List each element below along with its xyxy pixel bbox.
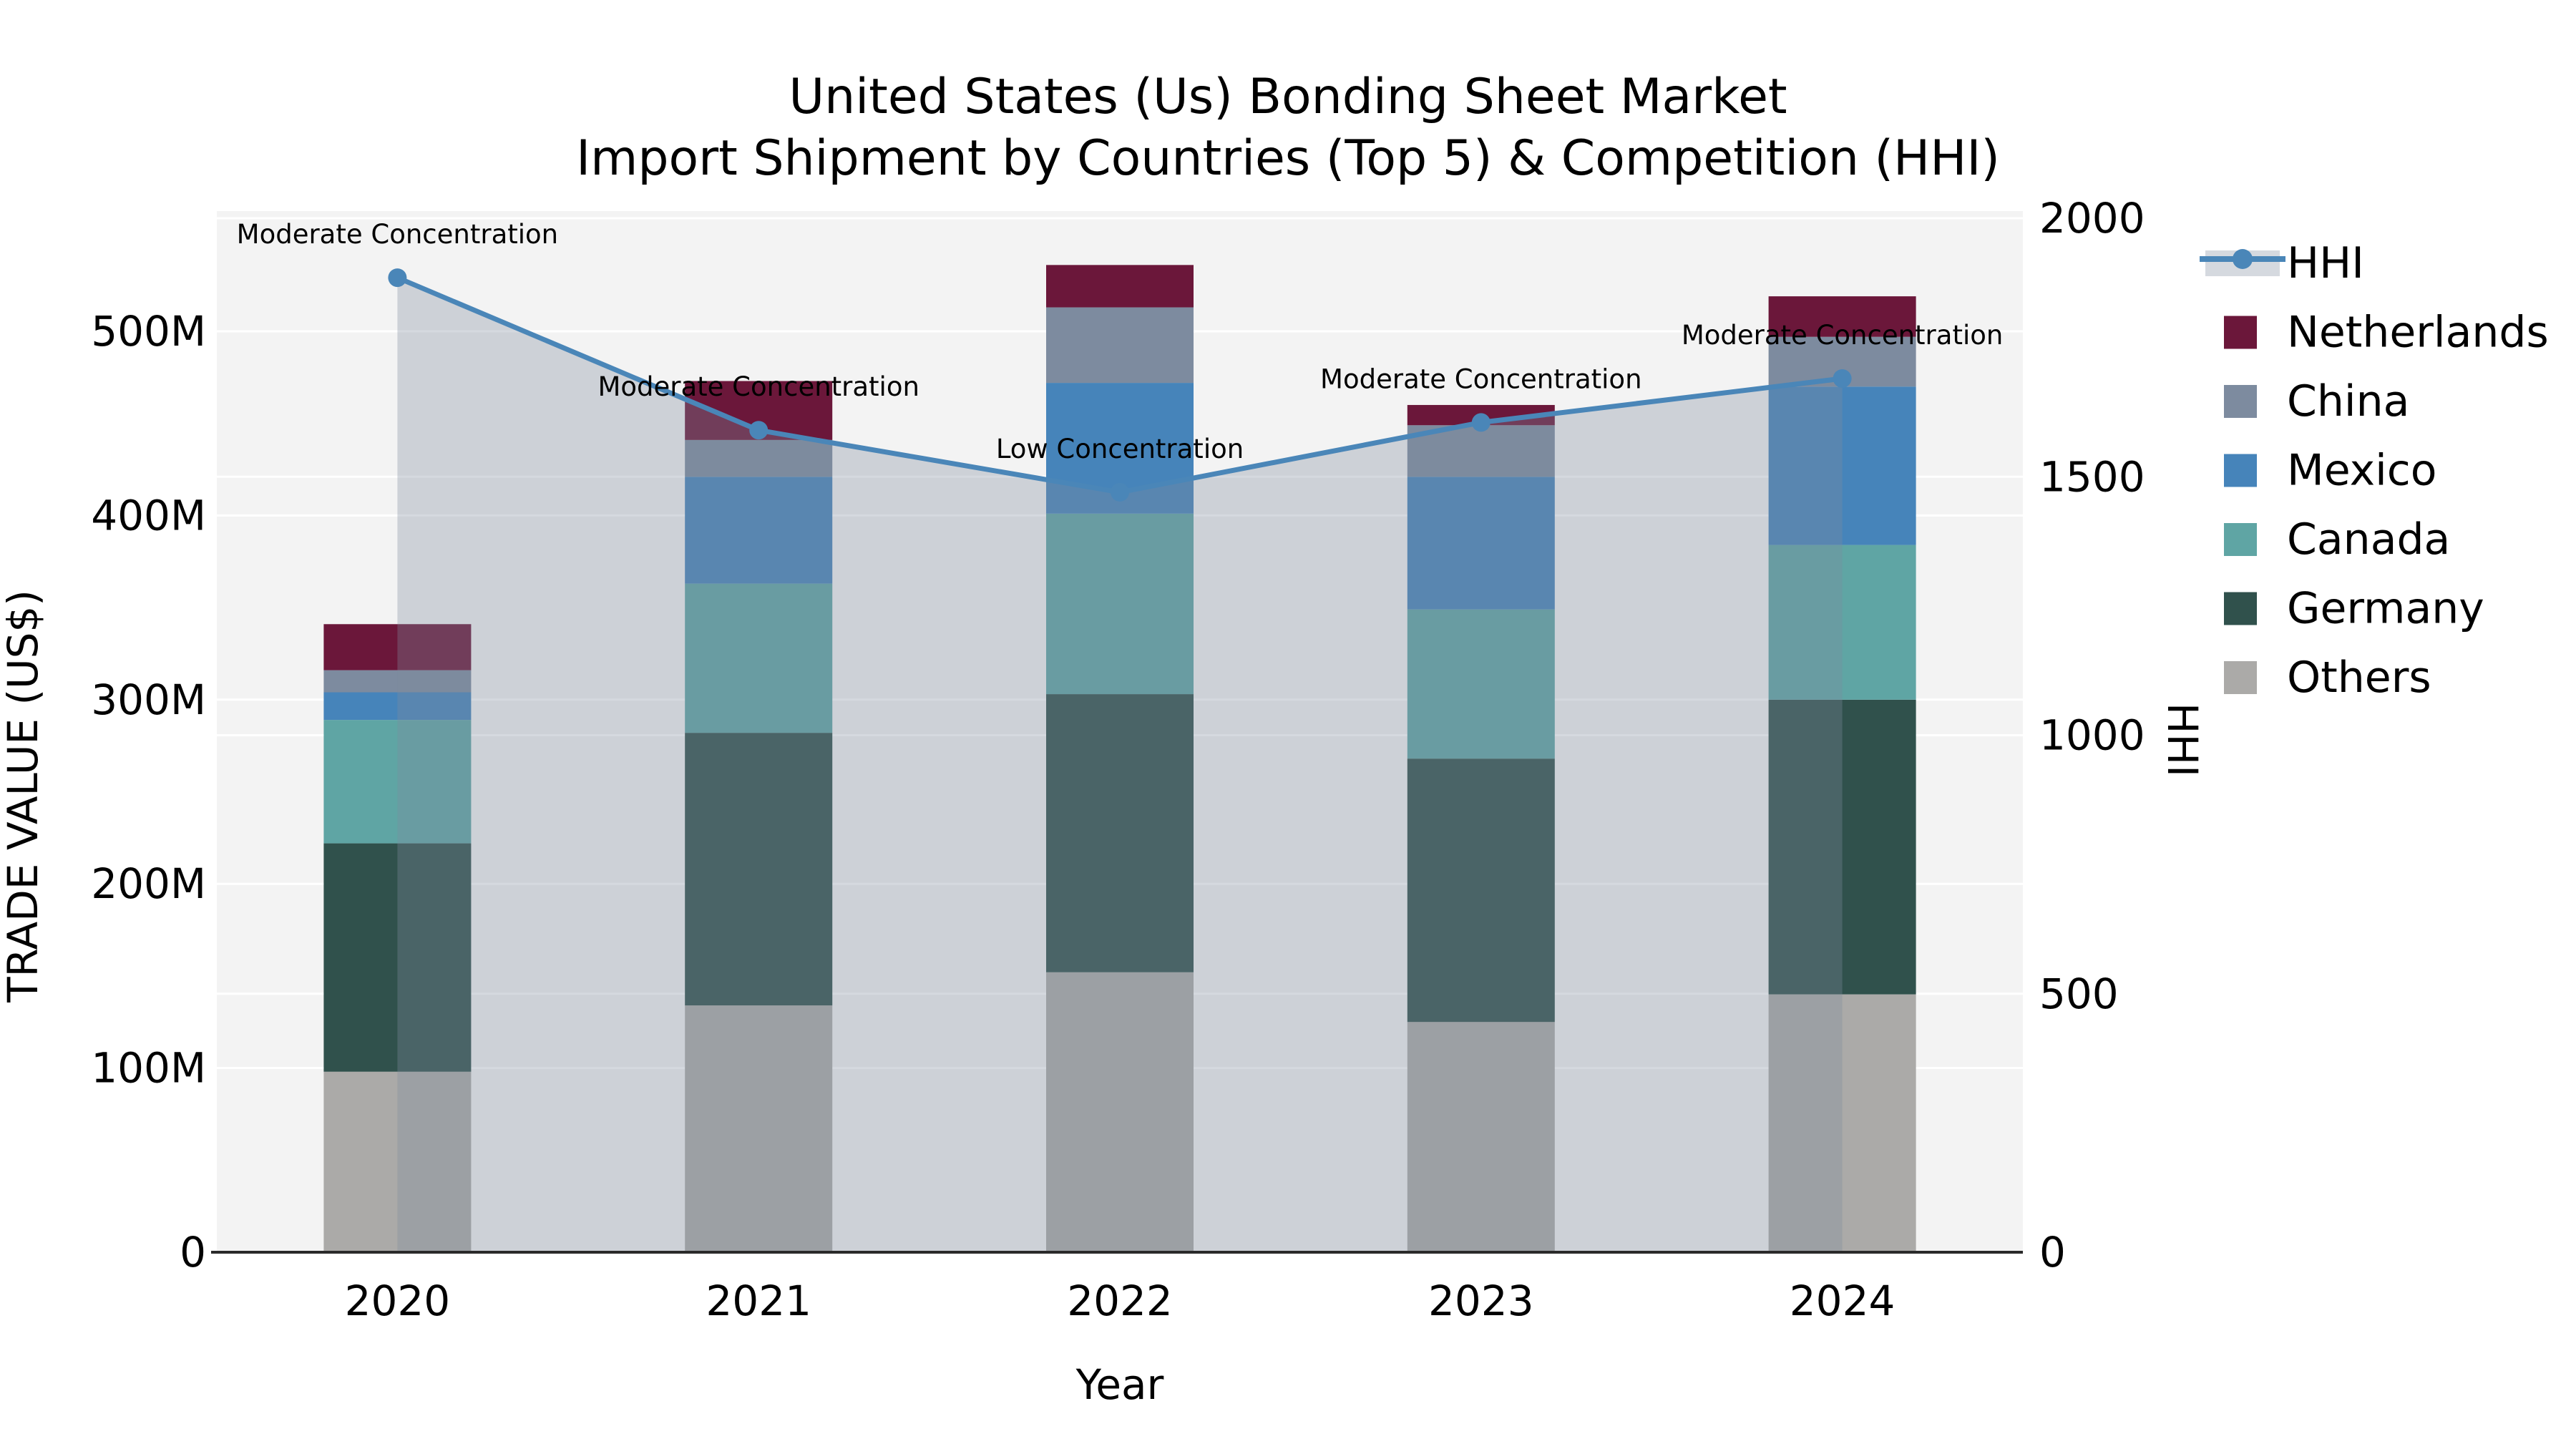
x-tick-2020: 2020 (345, 1277, 451, 1325)
hhi-marker-2020 (388, 268, 407, 288)
y-left-tick-200M: 200M (91, 859, 206, 908)
bar-segment-netherlands-2020 (323, 624, 472, 670)
bar-segment-mexico-2020 (323, 692, 472, 721)
legend-item-mexico: Mexico (2224, 446, 2437, 496)
legend-label-netherlands: Netherlands (2287, 308, 2549, 358)
y-right-tick-1000: 1000 (2039, 711, 2145, 760)
bar-segment-china-2021 (685, 439, 833, 477)
legend-swatch-netherlands (2224, 316, 2257, 349)
bar-segment-china-2020 (323, 670, 472, 693)
bar-segment-netherlands-2024 (1768, 296, 1916, 337)
legend-label-hhi: HHI (2287, 238, 2364, 288)
bar-segment-china-2022 (1046, 307, 1194, 384)
legend-item-hhi: HHI (2200, 238, 2364, 288)
y-right-axis-title: HHI (2158, 703, 2207, 777)
bar-segment-others-2020 (323, 1071, 472, 1252)
legend-swatch-canada (2224, 523, 2257, 556)
bar-segment-canada-2023 (1407, 609, 1555, 759)
y-left-tick-500M: 500M (91, 307, 206, 356)
legend: HHI Netherlands China Mexico Canada Germany Ot… (2200, 238, 2549, 703)
legend-label-germany: Germany (2287, 584, 2484, 634)
legend-label-china: China (2287, 376, 2409, 426)
legend-swatch-mexico (2224, 454, 2257, 487)
y-left-tick-100M: 100M (91, 1044, 206, 1093)
bar-segment-canada-2022 (1046, 513, 1194, 695)
legend-hhi-marker-icon (2233, 249, 2253, 269)
bar-segment-germany-2023 (1407, 758, 1555, 1023)
legend-item-germany: Germany (2224, 584, 2484, 634)
hhi-marker-2023 (1471, 413, 1491, 432)
legend-item-canada: Canada (2224, 514, 2450, 565)
annotation-2021: Moderate Concentration (597, 371, 919, 402)
chart-title-line1: United States (Us) Bonding Sheet Market (789, 69, 1787, 125)
annotation-2022: Low Concentration (996, 434, 1244, 464)
annotation-2020: Moderate Concentration (237, 219, 558, 250)
bar-segment-mexico-2024 (1768, 386, 1916, 545)
bar-segment-germany-2024 (1768, 699, 1916, 995)
bar-segment-others-2024 (1768, 994, 1916, 1252)
legend-swatch-others (2224, 661, 2257, 694)
hhi-area (397, 278, 1843, 1252)
bar-segment-mexico-2021 (685, 477, 833, 584)
legend-swatch-germany (2224, 592, 2257, 625)
hhi-marker-2024 (1833, 369, 1852, 388)
x-tick-2021: 2021 (706, 1277, 811, 1325)
bar-segment-germany-2022 (1046, 694, 1194, 972)
y-left-axis-title: TRADE VALUE (US$) (0, 590, 47, 1003)
x-tick-2022: 2022 (1067, 1277, 1173, 1325)
bar-segment-germany-2020 (323, 843, 472, 1072)
x-axis-title: Year (1075, 1360, 1164, 1409)
x-tick-2024: 2024 (1790, 1277, 1896, 1325)
bar-segment-others-2023 (1407, 1022, 1555, 1252)
legend-label-others: Others (2287, 653, 2431, 703)
bar-segment-canada-2020 (323, 720, 472, 844)
legend-swatch-china (2224, 385, 2257, 418)
legend-item-china: China (2224, 376, 2409, 426)
hhi-marker-2021 (749, 421, 769, 440)
y-left-tick-0: 0 (180, 1228, 206, 1277)
y-right-tick-500: 500 (2039, 970, 2119, 1018)
annotation-2024: Moderate Concentration (1682, 320, 2003, 351)
y-left-tick-300M: 300M (91, 675, 206, 724)
bar-segment-germany-2021 (685, 733, 833, 1006)
y-right-tick-2000: 2000 (2039, 194, 2145, 243)
x-tick-2023: 2023 (1428, 1277, 1534, 1325)
y-right-tick-0: 0 (2039, 1228, 2066, 1277)
bar-segment-netherlands-2022 (1046, 265, 1194, 308)
bar-segment-mexico-2023 (1407, 477, 1555, 610)
y-right-tick-1500: 1500 (2039, 452, 2145, 501)
bars (323, 265, 1916, 1252)
annotation-2023: Moderate Concentration (1320, 364, 1641, 394)
chart-title-line2: Import Shipment by Countries (Top 5) & C… (576, 130, 2000, 187)
legend-item-others: Others (2224, 653, 2431, 703)
legend-label-mexico: Mexico (2287, 446, 2437, 496)
bar-segment-canada-2021 (685, 583, 833, 733)
legend-item-netherlands: Netherlands (2224, 308, 2549, 358)
legend-label-canada: Canada (2287, 514, 2450, 565)
bar-segment-others-2021 (685, 1005, 833, 1252)
y-left-tick-400M: 400M (91, 491, 206, 540)
bar-segment-others-2022 (1046, 972, 1194, 1252)
hhi-marker-2022 (1111, 482, 1129, 502)
bar-segment-canada-2024 (1768, 545, 1916, 700)
